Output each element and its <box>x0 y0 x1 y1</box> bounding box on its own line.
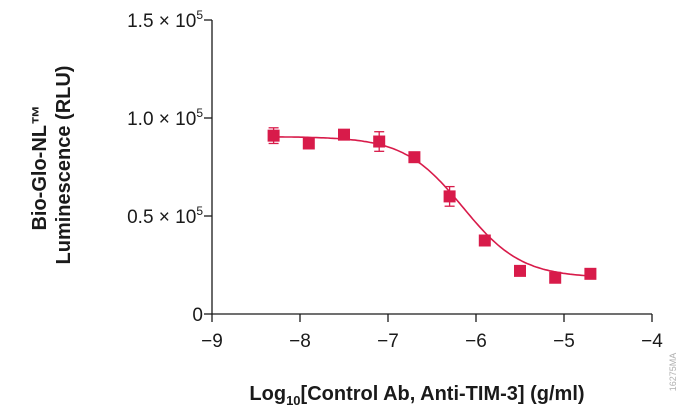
x-tick-label: −8 <box>289 331 311 352</box>
y-tick-label-exponent: 5 <box>196 106 203 120</box>
y-tick-label: 1.5 × 105 <box>127 8 203 32</box>
data-point <box>549 271 562 284</box>
data-point <box>478 234 491 247</box>
data-marker <box>443 190 456 203</box>
data-point <box>514 264 526 277</box>
data-point <box>338 128 350 141</box>
data-point <box>267 127 280 145</box>
y-tick-label: 0.5 × 105 <box>127 204 203 228</box>
data-point <box>373 131 386 152</box>
data-marker <box>338 128 350 141</box>
y-axis-title-line-1: Bio-Glo-NL™ <box>29 105 51 231</box>
x-axis-title-prefix: Log <box>249 383 286 405</box>
data-point <box>302 137 315 150</box>
y-tick-label-exponent: 5 <box>196 204 203 218</box>
y-tick-label-mantissa: 0.5 × 10 <box>127 207 196 228</box>
watermark: 16275MA <box>668 353 678 392</box>
data-marker <box>373 135 386 148</box>
y-tick-label-exponent: 5 <box>196 8 203 22</box>
data-points <box>267 127 597 284</box>
data-point <box>443 185 456 207</box>
data-marker <box>408 151 421 164</box>
data-marker <box>549 271 562 284</box>
x-tick-label: −4 <box>641 331 663 352</box>
y-tick-label-mantissa: 1.5 × 10 <box>127 11 196 32</box>
data-marker <box>478 234 491 247</box>
y-tick-label: 0 <box>192 305 203 326</box>
data-marker <box>302 137 315 150</box>
data-point <box>408 151 421 164</box>
y-tick-label-mantissa: 1.0 × 10 <box>127 109 196 130</box>
axes <box>211 20 652 315</box>
fit-curve <box>273 136 591 277</box>
x-tick-label: −5 <box>553 331 575 352</box>
x-axis-ticks: −9 −8 −7 −6 −5 −4 <box>201 314 663 352</box>
data-marker <box>267 129 280 142</box>
x-tick-label: −9 <box>201 331 223 352</box>
y-tick-label: 1.0 × 105 <box>127 106 203 130</box>
fit-line <box>273 136 591 277</box>
x-axis-title-subscript: 10 <box>286 393 300 408</box>
y-tick-label-mantissa: 0 <box>192 305 203 326</box>
data-point <box>584 267 597 280</box>
data-marker <box>514 264 526 277</box>
x-axis-title: Log10[Control Ab, Anti-TIM-3] (g/ml) <box>249 383 584 408</box>
x-axis-title-suffix: [Control Ab, Anti-TIM-3] (g/ml) <box>301 383 585 405</box>
y-axis-title: Bio-Glo-NL™ Luminescence (RLU) <box>29 66 75 265</box>
data-marker <box>584 267 597 280</box>
y-axis-title-line-2: Luminescence (RLU) <box>53 66 75 265</box>
x-tick-label: −6 <box>465 331 487 352</box>
x-tick-label: −7 <box>377 331 399 352</box>
